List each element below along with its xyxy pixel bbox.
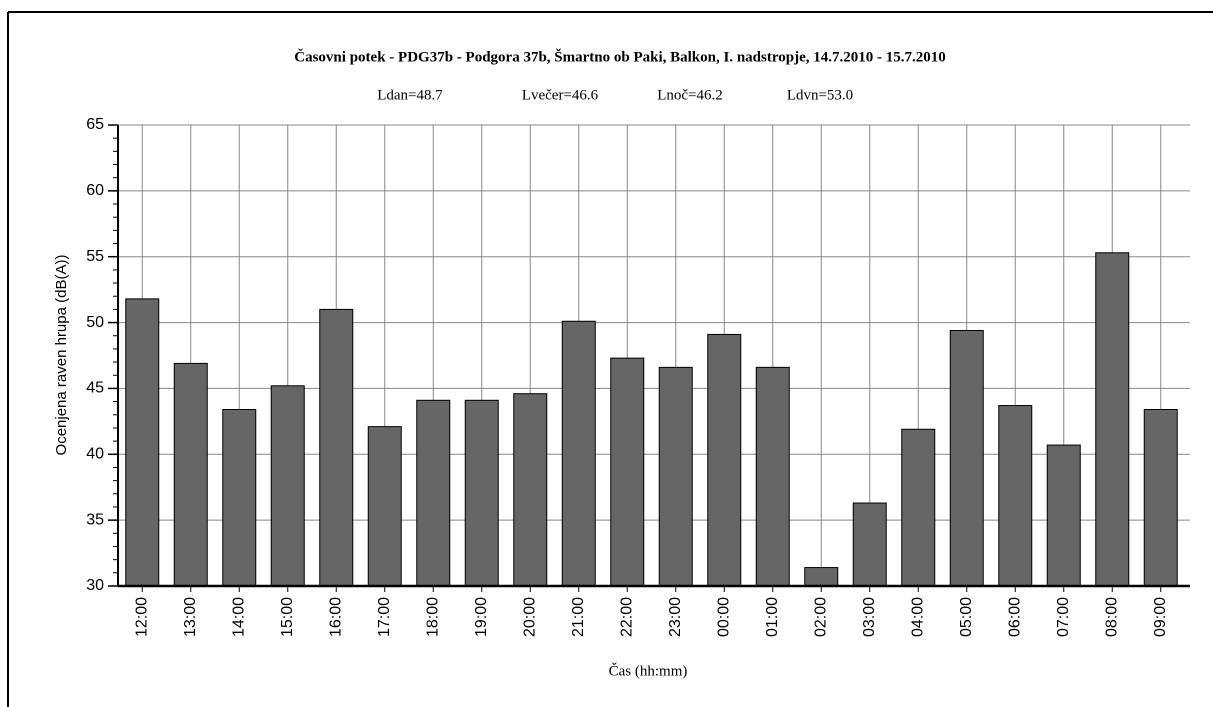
x-tick-label: 08:00 <box>1103 597 1120 637</box>
subtitle-item: Lvečer=46.6 <box>522 87 599 103</box>
bar <box>949 329 984 587</box>
x-tick-label: 02:00 <box>812 597 829 637</box>
x-tick-label: 18:00 <box>424 597 441 637</box>
bar <box>658 366 693 587</box>
bar <box>707 333 742 587</box>
x-tick-label: 22:00 <box>618 597 635 637</box>
bar <box>125 298 160 587</box>
x-tick-label: 03:00 <box>861 597 878 637</box>
bar <box>1095 252 1130 587</box>
bar <box>610 357 645 587</box>
y-tick-label: 45 <box>86 380 104 397</box>
y-tick-label: 40 <box>86 446 104 463</box>
x-tick-label: 19:00 <box>473 597 490 637</box>
y-tick-label: 30 <box>86 577 104 594</box>
x-tick-label: 01:00 <box>764 597 781 637</box>
x-tick-label: 17:00 <box>376 597 393 637</box>
x-tick-label: 21:00 <box>570 597 587 637</box>
x-tick-label: 04:00 <box>909 597 926 637</box>
y-tick-label: 60 <box>86 182 104 199</box>
bar <box>561 320 596 587</box>
subtitle-item: Lnoč=46.2 <box>657 87 723 103</box>
y-tick-label: 65 <box>86 116 104 133</box>
subtitle-item: Ldvn=53.0 <box>787 87 853 103</box>
y-axis-label: Ocenjena raven hrupa (dB(A)) <box>53 255 70 456</box>
x-tick-label: 06:00 <box>1006 597 1023 637</box>
x-tick-label: 00:00 <box>715 597 732 637</box>
bar <box>416 399 451 587</box>
chart-title: Časovni potek - PDG37b - Podgora 37b, Šm… <box>294 48 945 65</box>
bar <box>998 405 1033 587</box>
x-tick-label: 20:00 <box>521 597 538 637</box>
x-tick-label: 14:00 <box>230 597 247 637</box>
bar <box>464 399 499 587</box>
bar <box>901 428 936 587</box>
y-tick-label: 50 <box>86 314 104 331</box>
bar <box>513 393 548 587</box>
bar <box>852 502 887 587</box>
bar <box>1143 409 1178 587</box>
x-tick-label: 09:00 <box>1152 597 1169 637</box>
y-tick-label: 35 <box>86 511 104 528</box>
bar <box>1046 444 1081 587</box>
x-axis-label: Čas (hh:mm) <box>609 662 688 679</box>
x-tick-label: 13:00 <box>182 597 199 637</box>
x-tick-label: 05:00 <box>958 597 975 637</box>
subtitle-item: Ldan=48.7 <box>377 87 443 103</box>
x-tick-label: 16:00 <box>327 597 344 637</box>
x-tick-label: 23:00 <box>667 597 684 637</box>
x-tick-label: 07:00 <box>1055 597 1072 637</box>
y-tick-label: 55 <box>86 248 104 265</box>
x-tick-label: 15:00 <box>279 597 296 637</box>
bar <box>755 366 790 587</box>
bar <box>270 385 305 587</box>
bar <box>804 567 839 587</box>
bar <box>173 362 208 587</box>
bar <box>222 409 257 587</box>
bar <box>319 308 354 587</box>
bar <box>367 426 402 587</box>
x-tick-label: 12:00 <box>133 597 150 637</box>
